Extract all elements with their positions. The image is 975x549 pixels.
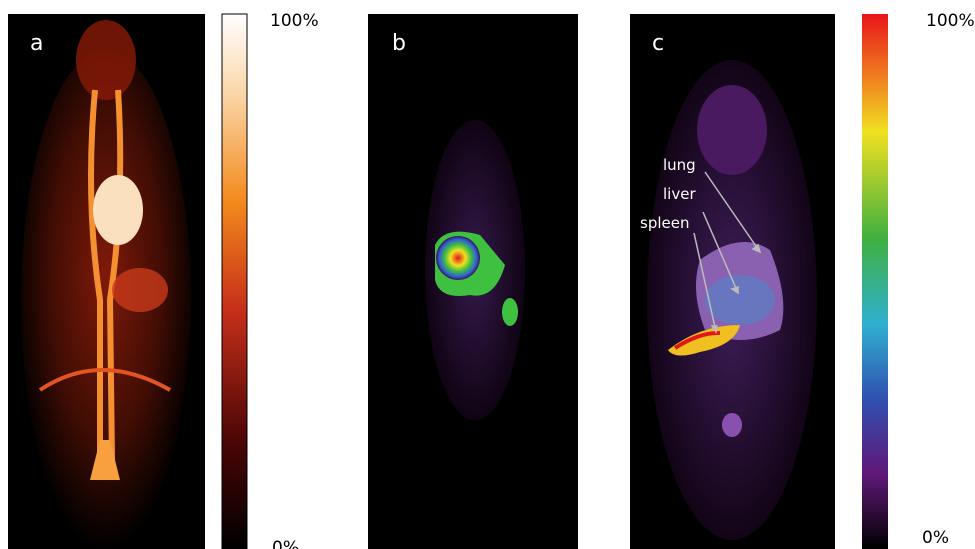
annotation: lung	[663, 156, 696, 174]
image-b	[425, 120, 525, 420]
panel-label: c	[652, 31, 664, 56]
panel-label: a	[30, 31, 43, 56]
arrows	[693, 171, 762, 334]
colorbar	[862, 14, 888, 549]
colorbar-max: 100%	[270, 11, 319, 31]
colorbar	[221, 13, 248, 549]
colorbar-max: 100%	[926, 11, 975, 31]
image-c	[647, 60, 817, 540]
colorbar-min: 0%	[922, 528, 949, 548]
image-a	[21, 20, 191, 549]
annotation: liver	[663, 185, 696, 203]
annotation: spleen	[640, 214, 689, 232]
panel-label: b	[392, 31, 406, 56]
colorbar-min: 0%	[272, 538, 299, 549]
